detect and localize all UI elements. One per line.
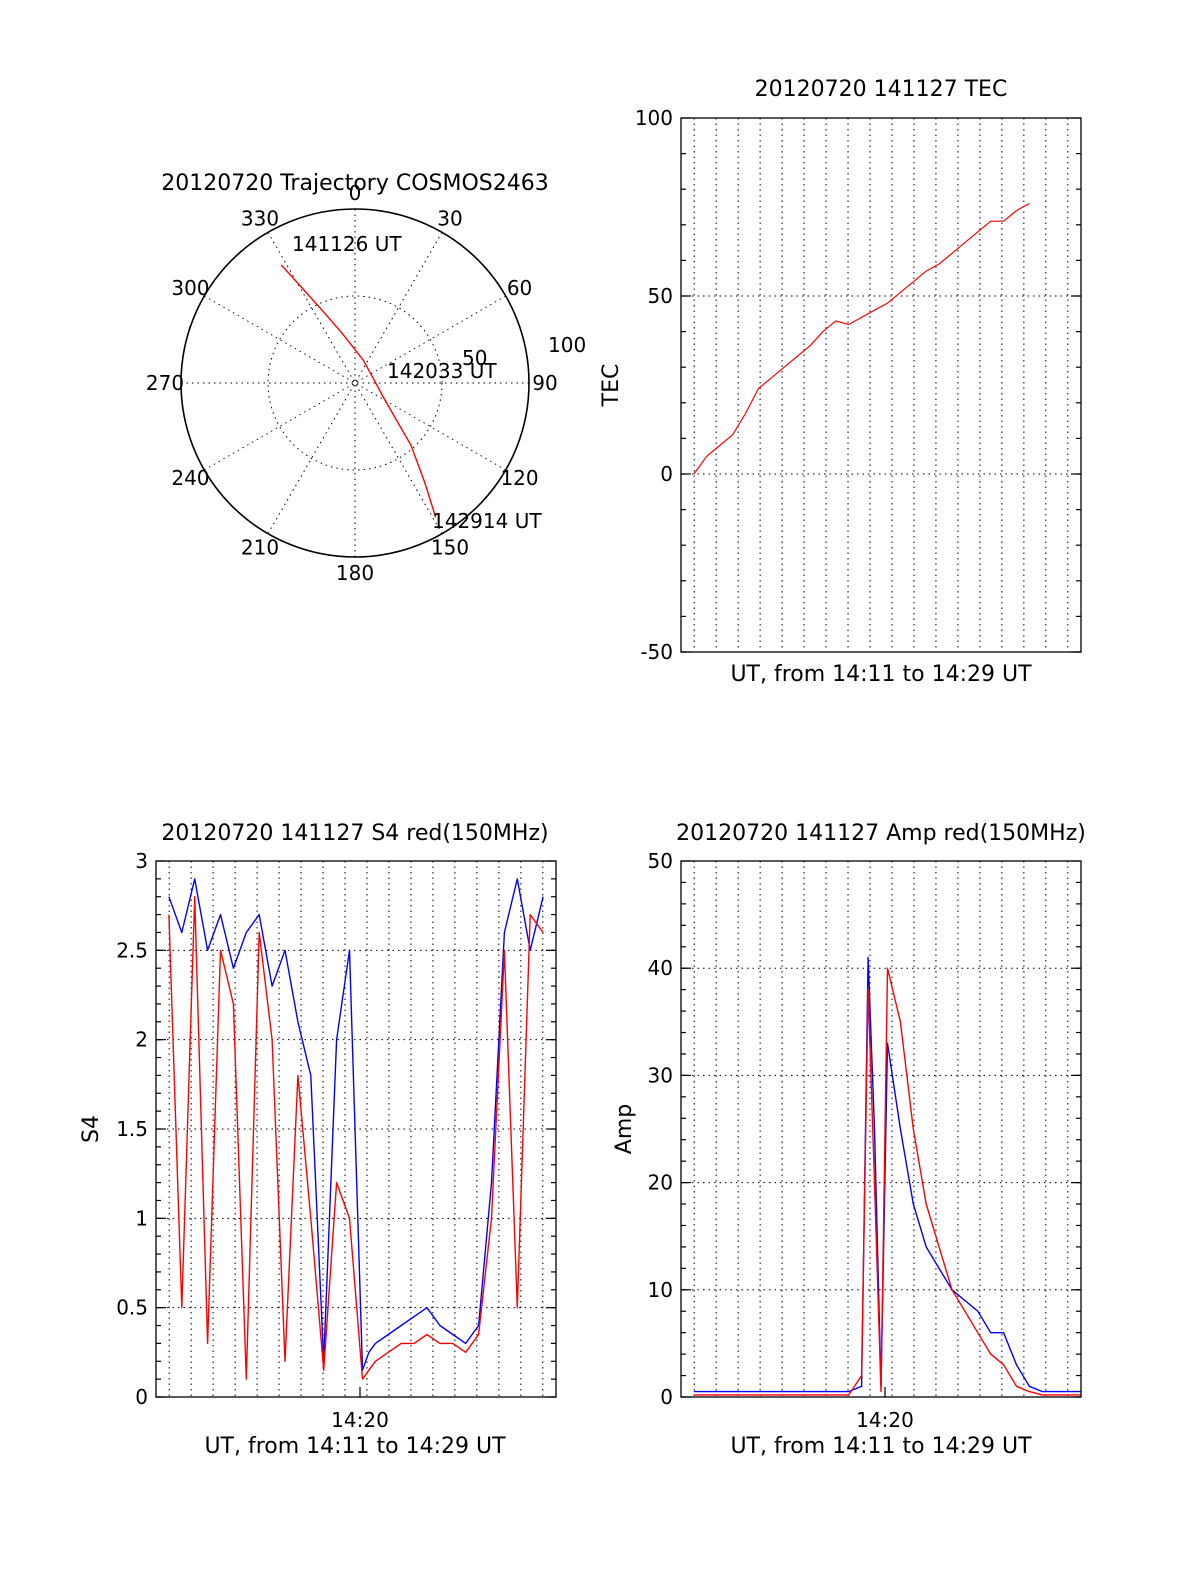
tec-ticks: -50 0 50 100 [635, 106, 1081, 664]
polar-angle-label: 150 [431, 536, 469, 560]
s4-ylabel: S4 [79, 1115, 104, 1143]
polar-angle-label: 180 [336, 561, 374, 585]
polar-angle-label: 60 [507, 276, 532, 300]
y-tick-label: 2 [135, 1028, 148, 1052]
series-line-0 [693, 202, 1030, 475]
s4-plot: 20120720 141127 S4 red(150MHz) 0 0.5 1 1.5 2… [79, 821, 557, 1459]
tec-xlabel: UT, from 14:11 to 14:29 UT [730, 662, 1032, 687]
amp-frame [680, 860, 1082, 1398]
trajectory-polar-plot: 20120720 Trajectory COSMOS2463 0 30 60 90 12… [146, 171, 586, 585]
tec-frame [680, 117, 1082, 653]
trajectory-start-label: 141126 UT [292, 232, 402, 256]
amp-ticks: 0 10 20 30 40 50 14:20 [648, 849, 1081, 1432]
x-tick-label: 14:20 [856, 1408, 914, 1432]
polar-spoke [267, 232, 443, 534]
y-tick-label: 1 [135, 1206, 148, 1230]
y-tick-label: 20 [648, 1171, 673, 1195]
polar-title: 20120720 Trajectory COSMOS2463 [161, 171, 548, 196]
polar-angle-label: 240 [171, 466, 209, 490]
y-tick-label: 50 [648, 849, 673, 873]
trajectory-end-label: 142914 UT [432, 509, 542, 533]
y-tick-label: 2.5 [116, 938, 148, 962]
amp-plot: 20120720 141127 Amp red(150MHz) 0 10 20 30 4… [612, 821, 1086, 1459]
amp-ylabel: Amp [612, 1104, 637, 1154]
tec-ylabel: TEC [599, 364, 624, 408]
polar-angle-label: 120 [500, 466, 538, 490]
tec-series [693, 202, 1030, 475]
series-line-1 [168, 896, 544, 1380]
amp-xlabel: UT, from 14:11 to 14:29 UT [730, 1434, 1032, 1459]
y-tick-label: 30 [648, 1063, 673, 1087]
y-tick-label: 10 [648, 1278, 673, 1302]
polar-angle-label: 90 [532, 371, 557, 395]
tec-title: 20120720 141127 TEC [755, 77, 1008, 102]
polar-angle-label: 330 [241, 206, 279, 230]
polar-radius-label-50: 50 [462, 346, 487, 370]
polar-radius-label-100: 100 [548, 333, 586, 357]
tec-grid [681, 117, 1081, 653]
y-tick-label: -50 [640, 640, 673, 664]
polar-trajectory-series [280, 264, 437, 518]
y-tick-label: 3 [135, 849, 148, 873]
s4-title: 20120720 141127 S4 red(150MHz) [161, 821, 548, 846]
y-tick-label: 50 [648, 284, 673, 308]
polar-spoke [267, 232, 443, 534]
y-tick-label: 0 [135, 1385, 148, 1409]
amp-title: 20120720 141127 Amp red(150MHz) [676, 821, 1086, 846]
s4-xlabel: UT, from 14:11 to 14:29 UT [204, 1434, 506, 1459]
y-tick-label: 40 [648, 956, 673, 980]
polar-outer-circle [180, 208, 530, 558]
polar-angle-label: 0 [349, 181, 362, 205]
series-line-0 [693, 956, 1081, 1393]
x-tick-label: 14:20 [331, 1408, 389, 1432]
tec-plot: 20120720 141127 TEC -50 0 50 100 UT, from 1… [599, 77, 1082, 687]
y-tick-label: 0.5 [116, 1296, 148, 1320]
s4-grid [156, 860, 556, 1398]
series-line-0 [168, 878, 544, 1371]
polar-grid [180, 208, 530, 558]
series-line-1 [693, 967, 1081, 1396]
polar-angle-label: 270 [146, 371, 184, 395]
trajectory-mid-label: 142033 UT [387, 359, 497, 383]
polar-angle-labels: 0 30 60 90 120 150 180 210 240 270 300 330 [146, 181, 558, 585]
y-tick-label: 1.5 [116, 1117, 148, 1141]
polar-annotations: 141126 UT 142033 UT 142914 UT [292, 232, 542, 533]
y-tick-label: 0 [660, 1385, 673, 1409]
polar-angle-label: 30 [437, 206, 462, 230]
y-tick-label: 0 [660, 462, 673, 486]
amp-series [693, 956, 1081, 1396]
y-tick-label: 100 [635, 106, 673, 130]
polar-angle-label: 210 [241, 536, 279, 560]
polar-angle-label: 300 [171, 276, 209, 300]
trajectory-line [280, 264, 437, 518]
amp-grid [681, 860, 1081, 1398]
polar-grid-circle-50 [267, 295, 443, 471]
s4-ticks: 0 0.5 1 1.5 2 2.5 3 14:20 [116, 849, 556, 1432]
s4-series [168, 878, 544, 1380]
